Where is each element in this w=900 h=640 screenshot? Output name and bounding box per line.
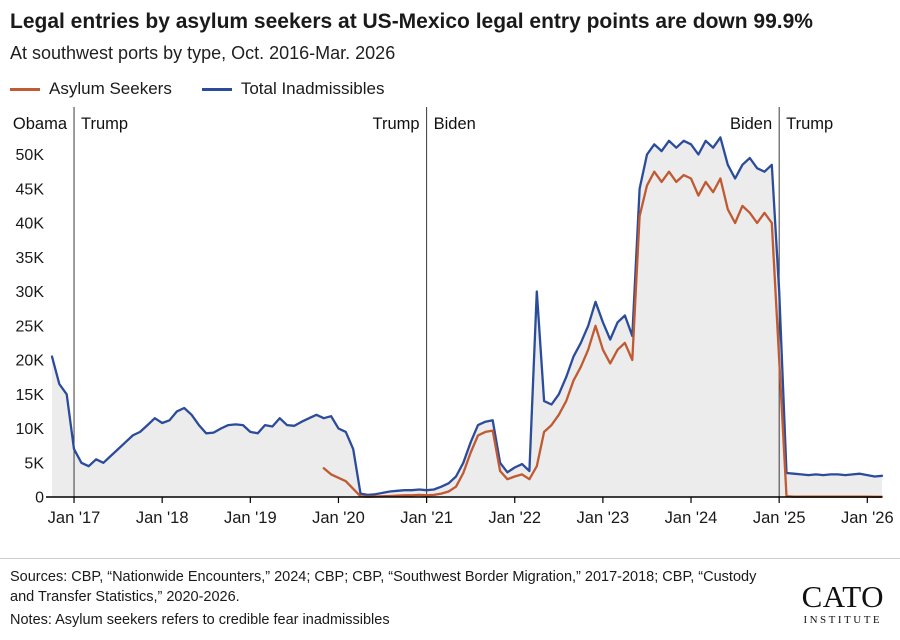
legend-label-total-inadmissibles: Total Inadmissibles (240, 79, 385, 98)
x-tick-label: Jan '25 (753, 509, 806, 527)
president-label-trump: Trump (786, 115, 833, 133)
x-tick-label: Jan '17 (48, 509, 101, 527)
x-tick-label: Jan '26 (841, 509, 894, 527)
y-tick-label: 30K (16, 284, 45, 301)
x-tick-label: Jan '23 (577, 509, 630, 527)
y-tick-label: 15K (16, 387, 45, 404)
y-tick-label: 20K (16, 353, 45, 370)
sources-text: Sources: CBP, “Nationwide Encounters,” 2… (10, 569, 757, 605)
president-label-obama: Obama (13, 115, 68, 133)
y-tick-label: 50K (16, 147, 45, 164)
area-fill (52, 137, 882, 497)
cato-institute-logo: CATO INSTITUTE (801, 579, 884, 628)
y-tick-label: 0 (35, 490, 44, 507)
legend-swatch-total-inadmissibles (201, 87, 232, 91)
president-label-biden: Biden (730, 115, 772, 133)
legend: Asylum Seekers Total Inadmissibles (0, 64, 900, 99)
x-tick-label: Jan '21 (400, 509, 453, 527)
president-label-trump: Trump (373, 115, 420, 133)
x-tick-label: Jan '20 (312, 509, 365, 527)
chart-title: Legal entries by asylum seekers at US-Me… (10, 10, 813, 33)
x-tick-label: Jan '24 (665, 509, 718, 527)
notes-text: Notes: Asylum seekers refers to credible… (10, 612, 390, 628)
x-tick-label: Jan '22 (488, 509, 541, 527)
legend-item-asylum-seekers: Asylum Seekers (10, 79, 172, 99)
logo-cato-text: CATO (801, 579, 884, 615)
y-tick-label: 25K (16, 318, 45, 335)
y-tick-label: 45K (16, 181, 45, 198)
logo-institute-text: INSTITUTE (803, 613, 883, 626)
x-tick-label: Jan '18 (136, 509, 189, 527)
y-tick-label: 10K (16, 421, 45, 438)
chart-footer: Sources: CBP, “Nationwide Encounters,” 2… (0, 558, 900, 640)
chart-subtitle: At southwest ports by type, Oct. 2016-Ma… (10, 43, 396, 63)
x-tick-label: Jan '19 (224, 509, 277, 527)
line-chart: Obama Trump Trump Biden Biden Trump 0 5K 10K 15K 2… (13, 107, 894, 527)
legend-label-asylum-seekers: Asylum Seekers (49, 79, 172, 98)
legend-swatch-asylum-seekers (10, 87, 40, 91)
y-tick-label: 35K (16, 250, 45, 267)
series-line-total-inadmissibles (50, 136, 884, 497)
president-label-biden: Biden (434, 115, 476, 133)
legend-item-total-inadmissibles: Total Inadmissibles (201, 79, 385, 99)
president-label-trump: Trump (81, 115, 128, 133)
y-tick-label: 40K (16, 216, 45, 233)
y-tick-label: 5K (24, 455, 44, 472)
